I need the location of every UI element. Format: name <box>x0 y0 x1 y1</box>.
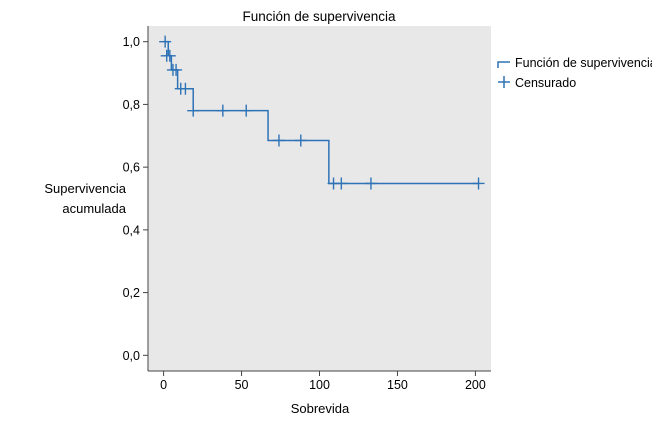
x-tick-label: 50 <box>235 378 249 392</box>
y-tick-label: 0,8 <box>123 98 140 112</box>
y-tick-label: 0,6 <box>123 161 140 175</box>
censored-mark <box>187 104 200 117</box>
x-axis-label: Sobrevida <box>291 401 350 416</box>
legend-label-survival: Función de supervivencia <box>515 56 652 70</box>
legend: Función de supervivencia Censurado <box>497 56 652 90</box>
chart-title: Función de supervivencia <box>242 9 396 24</box>
censored-mark <box>240 104 253 117</box>
censored-mark <box>294 134 307 147</box>
censored-mark <box>179 82 192 95</box>
y-axis-label-line-1: Supervivencia <box>44 181 126 196</box>
censored-mark <box>216 104 229 117</box>
plot-area <box>148 26 491 371</box>
censored-mark <box>272 134 285 147</box>
x-tick-label: 200 <box>465 378 486 392</box>
legend-censor-swatch <box>498 76 510 88</box>
y-tick-label: 0,4 <box>123 223 140 237</box>
censored-mark <box>472 177 485 190</box>
y-tick-label: 0,2 <box>123 286 140 300</box>
censored-mark <box>163 49 176 62</box>
y-tick-label: 0,0 <box>123 349 140 363</box>
y-axis-label-line-2: acumulada <box>62 201 126 216</box>
legend-step-swatch <box>497 61 510 68</box>
censored-mark <box>159 35 172 48</box>
y-tick-label: 1,0 <box>123 35 140 49</box>
y-axis-ticks: 0,0 0,2 0,4 0,6 0,8 1,0 <box>123 35 148 363</box>
censored-mark <box>364 177 377 190</box>
censored-marks <box>159 35 485 190</box>
x-axis-ticks: 0 50 100 150 200 <box>160 371 486 392</box>
censored-mark <box>335 177 348 190</box>
legend-label-censored: Censurado <box>515 76 576 90</box>
censored-mark <box>170 63 183 76</box>
x-tick-label: 0 <box>160 378 167 392</box>
x-tick-label: 150 <box>387 378 408 392</box>
x-tick-label: 100 <box>309 378 330 392</box>
